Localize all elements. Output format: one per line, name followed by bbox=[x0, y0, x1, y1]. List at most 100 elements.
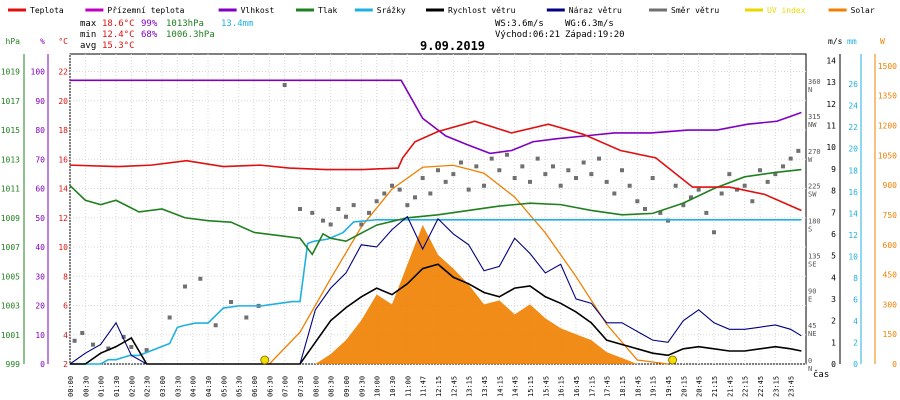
wind-dir-point bbox=[773, 172, 778, 177]
hpa-tick: 1011 bbox=[1, 185, 20, 194]
wind-dir-point bbox=[351, 203, 356, 208]
wind-dir-point bbox=[589, 172, 594, 177]
x-tick-label: 01:00 bbox=[98, 376, 106, 397]
temp-tick: 10 bbox=[58, 243, 68, 252]
hpa-tick: 1015 bbox=[1, 126, 20, 135]
wind-dir-point bbox=[566, 168, 571, 173]
wind-dir-point bbox=[459, 160, 463, 165]
temp-tick: 18 bbox=[58, 126, 68, 135]
stat-min-label: min bbox=[80, 30, 96, 40]
series-layer bbox=[69, 79, 802, 365]
wind-dir-point bbox=[551, 164, 555, 169]
wind-dir-point bbox=[428, 191, 433, 196]
wind-dir-point bbox=[712, 230, 716, 235]
x-tick-label: 16:15 bbox=[558, 376, 566, 397]
wind-dir-point bbox=[213, 323, 218, 328]
wind-dir-point bbox=[666, 218, 670, 223]
temp-tick: 8 bbox=[63, 272, 68, 281]
wind-dir-point bbox=[91, 342, 95, 347]
temp-unit: °C bbox=[58, 37, 68, 46]
wind-dir-point bbox=[704, 210, 709, 215]
stat-ws: WS:3.6m/s bbox=[495, 19, 544, 29]
wind-dir-point bbox=[520, 164, 525, 169]
mm-tick: 20 bbox=[848, 145, 858, 154]
mm-tick: 0 bbox=[853, 360, 858, 369]
hpa-tick: 1013 bbox=[1, 155, 20, 164]
dir-tick-name: NW bbox=[808, 121, 817, 129]
x-tick-label: 07:00 bbox=[282, 376, 290, 397]
wind-dir-point bbox=[382, 191, 387, 196]
stat-max-hum: 99% bbox=[141, 19, 158, 29]
hum-tick: 50 bbox=[35, 214, 45, 223]
x-tick-label: 04:30 bbox=[205, 376, 213, 397]
w-tick: 1050 bbox=[878, 151, 897, 160]
wind-dir-point bbox=[420, 176, 425, 180]
x-tick-label: 08:00 bbox=[312, 376, 320, 397]
w-tick: 450 bbox=[883, 271, 898, 280]
wind-dir-point bbox=[681, 203, 686, 208]
wind-dir-point bbox=[298, 207, 302, 211]
wind-dir-point bbox=[336, 207, 341, 211]
x-tick-label: 19:15 bbox=[650, 376, 658, 397]
hum-tick: 20 bbox=[35, 302, 45, 311]
wind-dir-point bbox=[282, 83, 287, 87]
wind-dir-point bbox=[436, 168, 440, 173]
wind-dir-point bbox=[359, 222, 364, 227]
wind-dir-point bbox=[129, 344, 134, 349]
ms-tick: 9 bbox=[831, 165, 836, 174]
mm-tick: 14 bbox=[848, 209, 858, 218]
wind-dir-point bbox=[466, 187, 471, 192]
dir-tick-name: S bbox=[808, 226, 812, 234]
w-tick: 150 bbox=[883, 330, 898, 339]
stat-max-temp: 18.6°C bbox=[102, 19, 135, 29]
x-tick-label: 03:00 bbox=[159, 376, 167, 397]
sunset-marker bbox=[668, 355, 677, 365]
legend-label: Přízemní teplota bbox=[107, 6, 184, 15]
legend-label: Srážky bbox=[377, 6, 406, 15]
mm-tick: 4 bbox=[853, 317, 858, 326]
legend-label: Náraz větru bbox=[569, 6, 622, 15]
wind-dir-point bbox=[650, 176, 655, 180]
hpa-tick: 1009 bbox=[1, 214, 20, 223]
x-tick-label: 22:45 bbox=[757, 376, 765, 397]
w-tick: 1500 bbox=[878, 62, 897, 71]
wind-dir-point bbox=[558, 183, 563, 188]
dir-tick-name: E bbox=[808, 295, 812, 303]
dir-tick-deg: 225 bbox=[808, 183, 821, 191]
ms-tick: 5 bbox=[831, 252, 836, 261]
temp-tick: 2 bbox=[63, 360, 68, 369]
x-tick-label: 06:00 bbox=[251, 376, 259, 397]
wind-dir-point bbox=[321, 218, 325, 223]
sunrise-marker bbox=[260, 355, 270, 365]
ms-tick: 10 bbox=[826, 143, 836, 152]
temp-tick: 4 bbox=[63, 331, 68, 340]
hum-tick: 100 bbox=[31, 68, 46, 77]
stats-block: max 18.6°C 99% 1013hPa 13.4mm min 12.4°C… bbox=[80, 19, 625, 51]
legend-label: Tlak bbox=[318, 6, 337, 15]
w-tick: 600 bbox=[883, 241, 898, 250]
wind-dir-point bbox=[106, 346, 111, 351]
stat-max-press: 1013hPa bbox=[166, 19, 204, 29]
wind-dir-point bbox=[696, 187, 701, 192]
temp-tick: 20 bbox=[58, 97, 68, 106]
wind-dir-point bbox=[781, 164, 785, 169]
wind-dir-point bbox=[80, 331, 85, 335]
dir-tick-deg: 270 bbox=[808, 148, 821, 156]
x-tick-label: 20:45 bbox=[696, 376, 704, 397]
stat-min-press: 1006.3hPa bbox=[166, 30, 215, 40]
wind-dir-point bbox=[658, 210, 663, 215]
x-tick-label: 03:30 bbox=[174, 376, 182, 397]
legend-label: UV index bbox=[767, 6, 806, 15]
x-tick-label: 09:30 bbox=[358, 376, 366, 397]
legend: Teplota Přízemní teplota Vlhkost Tlak Srážky… bbox=[8, 6, 875, 15]
wind-dir-point bbox=[581, 160, 586, 165]
solar-area bbox=[70, 224, 802, 364]
x-tick-label: 02:30 bbox=[144, 376, 152, 397]
mm-tick: 22 bbox=[848, 123, 858, 132]
x-tick-label: 11:47 bbox=[420, 376, 428, 397]
wind-dir-point bbox=[528, 179, 532, 184]
x-tick-label: 21:15 bbox=[711, 376, 719, 397]
x-tick-label: 23:45 bbox=[788, 376, 796, 397]
hpa-unit: hPa bbox=[6, 37, 21, 46]
